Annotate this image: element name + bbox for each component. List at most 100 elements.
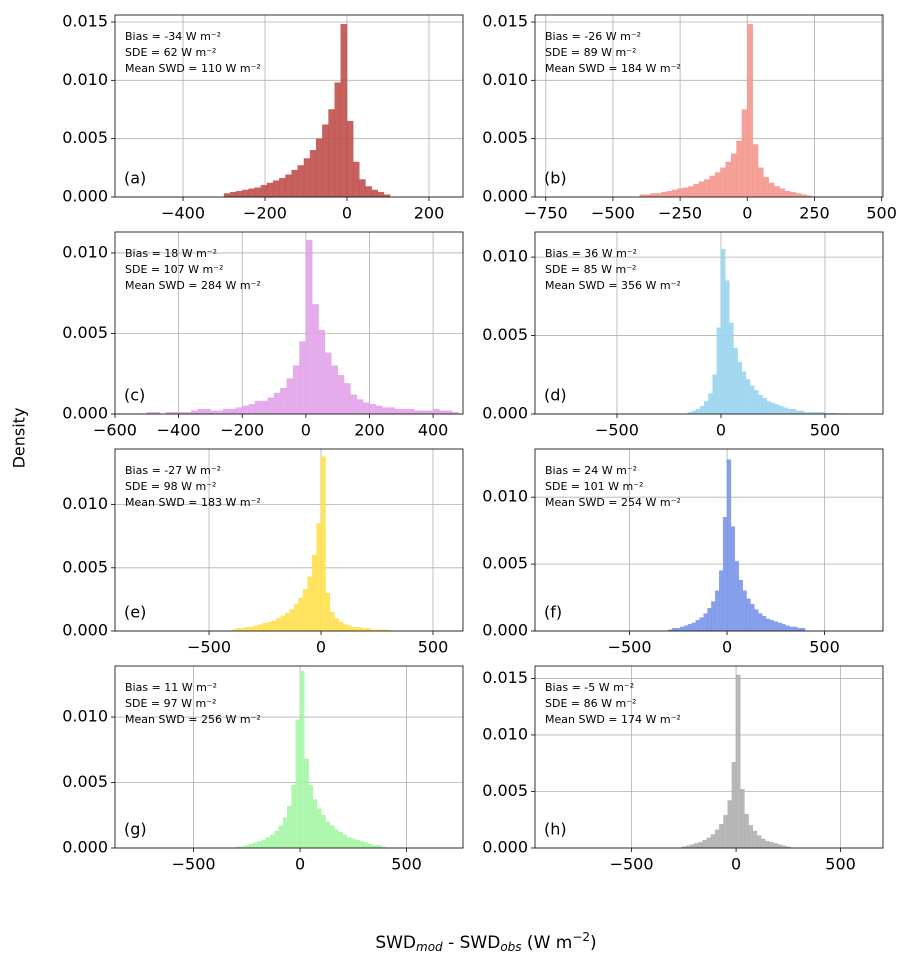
histogram-bar: [257, 841, 262, 849]
panel-label: (f): [544, 603, 562, 622]
x-tick-label: 500: [809, 638, 840, 657]
histogram-bar: [735, 674, 741, 849]
histogram-bar: [295, 719, 301, 849]
histogram-bar: [278, 825, 284, 849]
histogram-bar: [752, 830, 758, 849]
histogram-bar: [305, 239, 313, 415]
stat-annotation: Bias = 24 W m⁻²: [545, 464, 637, 477]
histogram-bar: [356, 627, 362, 632]
y-tick-label: 0.000: [482, 838, 528, 857]
histogram-bar: [242, 189, 249, 198]
y-tick-label: 0.000: [62, 838, 108, 857]
histogram-bar: [703, 613, 708, 632]
y-tick-label: 0.005: [62, 128, 108, 147]
histogram-bar: [321, 815, 326, 849]
histogram-bar: [302, 589, 308, 632]
x-label-part: (W m: [522, 933, 573, 953]
stat-annotation: Bias = 36 W m⁻²: [545, 247, 637, 260]
x-tick-label: −500: [610, 855, 654, 874]
y-tick-label: 0.015: [62, 12, 108, 31]
histogram-bar: [736, 140, 743, 198]
histogram-bar: [197, 408, 205, 415]
histogram-bar: [312, 799, 318, 849]
histogram-bar: [790, 192, 796, 198]
x-tick-label: 500: [418, 638, 449, 657]
histogram-bar: [334, 618, 340, 632]
histogram-bar: [784, 190, 791, 198]
histogram-bar: [757, 167, 764, 198]
plot-frame: [114, 665, 464, 849]
histogram-bar: [769, 842, 774, 849]
histogram-bar: [229, 408, 237, 415]
histogram-bar: [280, 615, 286, 632]
histogram-bar: [789, 626, 794, 632]
histogram-bar: [254, 187, 262, 198]
histogram-bar: [334, 82, 342, 198]
histogram-bar: [359, 179, 366, 198]
x-tick-label: −400: [157, 421, 201, 440]
histogram-bar: [716, 327, 722, 415]
histogram-bar: [698, 842, 703, 849]
y-tick-label: 0.005: [482, 128, 528, 147]
x-tick-label: 500: [866, 204, 897, 223]
panel-label: (c): [124, 386, 145, 405]
x-tick-label: −750: [524, 204, 568, 223]
x-tick-label: 500: [391, 855, 422, 874]
histogram-bar: [747, 24, 753, 198]
panel-label: (g): [124, 820, 147, 839]
panel-label: (d): [544, 386, 567, 405]
histogram-bar: [714, 172, 721, 198]
stat-annotation: SDE = 62 W m⁻²: [125, 46, 216, 59]
histogram-bar: [368, 843, 373, 849]
histogram-bar: [293, 604, 299, 632]
histogram-bar: [329, 825, 335, 849]
histogram-bar: [413, 410, 421, 415]
plot-frame: [114, 14, 464, 198]
stat-annotation: Bias = -5 W m⁻²: [545, 681, 634, 694]
x-tick-label: −600: [93, 421, 137, 440]
histogram-bar: [191, 410, 198, 415]
histogram-bar: [210, 410, 217, 415]
histogram-bar: [280, 388, 287, 415]
histogram-bar: [691, 622, 697, 632]
histogram-bar: [304, 758, 309, 849]
histogram-bar: [726, 459, 732, 632]
plot-frame: [534, 14, 884, 198]
stat-annotation: SDE = 89 W m⁻²: [545, 46, 636, 59]
histogram-bar: [707, 608, 712, 632]
panel-label: (e): [124, 603, 146, 622]
panel-label: (h): [544, 820, 567, 839]
histogram-bar: [352, 627, 358, 632]
stat-annotation: Mean SWD = 184 W m⁻²: [545, 62, 681, 75]
stat-annotation: Mean SWD = 110 W m⁻²: [125, 62, 261, 75]
histogram-bar: [292, 365, 300, 415]
x-tick-label: 0: [301, 421, 311, 440]
histogram-bar: [248, 843, 254, 849]
histogram-bar: [687, 624, 693, 632]
histogram-bar: [286, 378, 294, 415]
histogram-bar: [359, 841, 365, 849]
histogram-bar: [795, 193, 802, 198]
histogram-bar: [298, 597, 304, 632]
stat-annotation: SDE = 85 W m⁻²: [545, 263, 636, 276]
x-tick-label: −400: [161, 204, 205, 223]
histogram-bar: [343, 624, 349, 632]
y-tick-label: 0.010: [482, 70, 528, 89]
y-tick-label: 0.010: [62, 707, 108, 726]
histogram-bar: [248, 188, 255, 198]
histogram-bar: [346, 837, 352, 849]
histogram-bar: [401, 408, 408, 415]
histogram-bar: [750, 604, 755, 632]
histogram-bar: [749, 385, 755, 415]
y-tick-label: 0.015: [482, 668, 528, 687]
histogram-bar: [363, 842, 369, 849]
histogram-bar: [355, 839, 360, 849]
x-tick-label: 0: [716, 421, 726, 440]
histogram-bar: [289, 609, 295, 632]
histogram-bar: [744, 813, 749, 849]
histogram-bar: [722, 517, 728, 632]
stat-annotation: Mean SWD = 284 W m⁻²: [125, 279, 261, 292]
x-tick-label: 500: [810, 421, 841, 440]
histogram-bar: [720, 249, 726, 415]
y-tick-label: 0.005: [482, 325, 528, 344]
